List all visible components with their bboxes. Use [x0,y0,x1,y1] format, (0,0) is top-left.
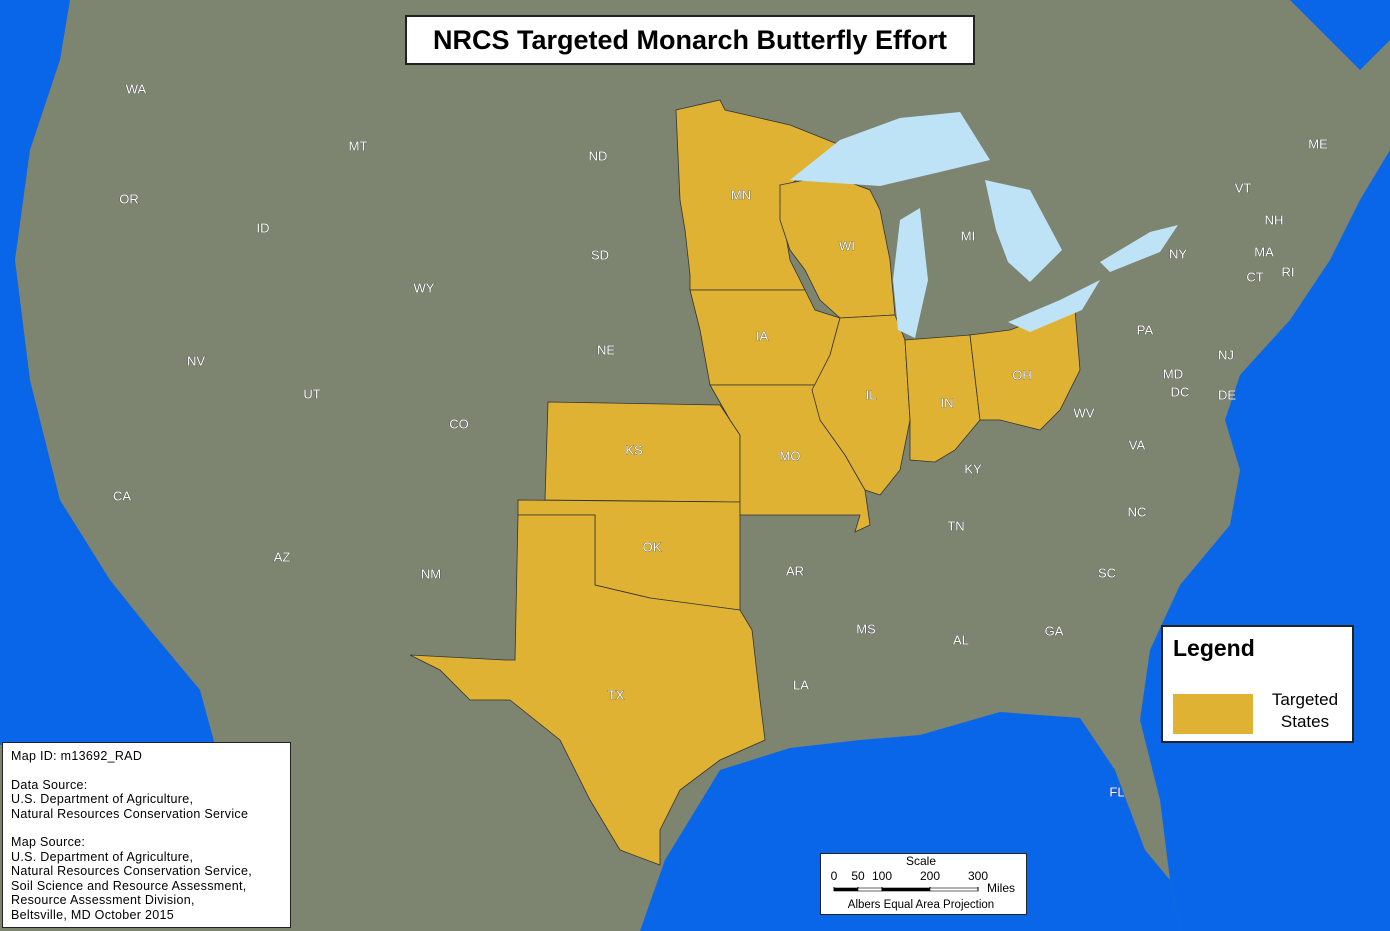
scale-tick-label: 50 [851,869,865,883]
state-label: CT [1246,269,1263,284]
state-label: NJ [1218,347,1234,362]
state-label: TN [947,518,964,533]
state-label: AZ [274,549,291,564]
scale-tick-label: 300 [968,869,988,883]
map-source-line: U.S. Department of Agriculture, [11,849,194,864]
map-source-line: Resource Assessment Division, [11,893,195,907]
scale-tick-label: 0 [831,869,838,883]
pacific-ocean [0,0,215,745]
scale-box: Scale Miles Albers Equal Area Projection… [820,853,1027,915]
state-label: ND [589,148,608,163]
state-label: WV [1074,405,1095,420]
map-source-line: Soil Science and Resource Assessment, [11,878,247,893]
state-label: DC [1171,384,1190,399]
state-label: VT [1235,180,1252,195]
scale-segment [929,887,979,892]
state-label: GA [1045,623,1064,638]
state-label: OK [643,539,662,554]
state-label: FL [1109,784,1124,799]
map-source-line: Natural Resources Conservation Service, [11,864,252,878]
state-label: NH [1265,212,1284,227]
lake-ontario [1100,225,1178,272]
state-label: CA [113,488,131,503]
state-label: IN [941,395,954,410]
data-source-line: U.S. Department of Agriculture, [11,792,194,806]
state-label: MN [731,187,751,202]
state-label: MA [1254,244,1274,259]
scale-tick-label: 100 [872,869,892,883]
state-label: NV [187,353,205,368]
scale-segment [881,887,931,892]
state-label: AL [953,632,969,647]
state-label: WA [126,81,147,96]
info-box: Map ID: m13692_RAD Data Source: U.S. Depa… [2,742,291,928]
state-label: SD [591,247,609,262]
state-label: VA [1129,437,1146,452]
map-source-line: Map Source: [11,835,86,849]
gulf-of-mexico [640,712,1180,931]
state-label: MO [780,448,801,463]
data-source-line: Natural Resources Conservation Service [11,806,249,821]
states-layer [409,99,1081,866]
state-label: SC [1098,565,1116,580]
state-label: DE [1218,387,1236,402]
state-label: RI [1282,264,1295,279]
state-label: AR [786,563,804,578]
data-source-line: Data Source: [11,777,88,792]
lake-erie [1008,280,1100,332]
state-label: IA [756,328,769,343]
state-label: OR [119,191,139,206]
legend: Legend Targeted States [1161,625,1354,743]
projection: Albers Equal Area Projection [848,899,994,911]
state-label: MD [1163,366,1183,381]
legend-label: Targeted States [1271,690,1339,731]
scale-bar: Scale Miles Albers Equal Area Projection… [831,854,1015,911]
labels-layer: WA OR CA NV ID MT WY UT AZ CO NM ND SD NE KS OK TX MN IA MO… [113,81,1329,800]
state-label: WY [414,280,435,295]
state-label: KS [625,442,643,457]
map-id: Map ID: m13692_RAD [11,749,143,763]
great-lakes [790,112,1178,338]
state-label: LA [793,677,809,692]
scale-tick-label: 200 [920,869,940,883]
legend-title: Legend [1173,635,1255,661]
targeted-state [811,314,911,496]
legend-swatch [1173,694,1253,734]
state-label: UT [303,386,320,401]
map-source: Map Source: U.S. Department of Agricultur… [11,835,282,922]
state-label: ME [1308,136,1328,151]
state-label: PA [1137,322,1154,337]
state-label: OH [1012,367,1032,382]
state-label: MI [961,228,975,243]
scale-title: Scale [906,854,936,868]
map-title: NRCS Targeted Monarch Butterfly Effort [405,15,975,65]
scale-unit: Miles [987,881,1015,895]
lake-superior [790,112,990,186]
state-label: IL [866,387,877,402]
state-label: TX [608,687,625,702]
state-label: MT [349,138,368,153]
state-label: KY [964,461,982,476]
state-label: ID [257,220,270,235]
lake-huron [985,180,1062,282]
state-label: WI [839,238,855,253]
scale-segment [857,887,883,892]
state-label: NY [1169,246,1187,261]
state-label: NE [597,342,615,357]
data-source: Data Source: U.S. Department of Agricultu… [11,778,282,822]
atlantic-north [1290,0,1390,70]
lake-michigan [893,208,928,338]
targeted-state [409,514,766,866]
state-label: NC [1128,504,1147,519]
state-label: CO [449,416,469,431]
map-source-line: Beltsville, MD October 2015 [11,907,175,922]
scale-segment [833,887,859,892]
state-label: NM [421,566,441,581]
state-label: MS [856,621,876,636]
